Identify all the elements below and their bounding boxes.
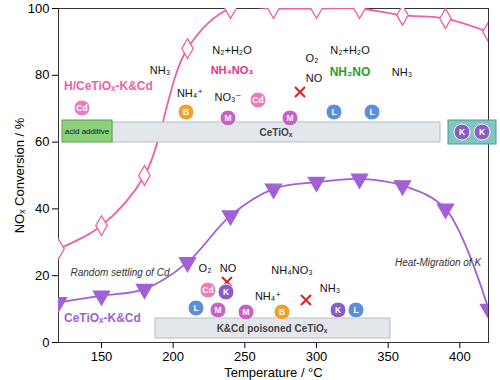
svg-text:K: K — [479, 127, 486, 137]
svg-text:acid additive: acid additive — [65, 127, 110, 136]
svg-text:Cd: Cd — [76, 103, 87, 113]
svg-text:NO₃⁻: NO₃⁻ — [215, 91, 242, 103]
svg-text:Temperature / °C: Temperature / °C — [224, 365, 322, 380]
svg-text:NOₓ Conversion / %: NOₓ Conversion / % — [12, 117, 27, 233]
svg-text:350: 350 — [377, 349, 399, 364]
svg-text:H/CeTiOₓ-K&Cd: H/CeTiOₓ-K&Cd — [64, 79, 153, 93]
svg-text:NH₄⁺: NH₄⁺ — [177, 87, 203, 99]
svg-text:L: L — [353, 305, 358, 315]
svg-text:NH₃: NH₃ — [392, 66, 412, 78]
svg-text:B: B — [279, 307, 285, 317]
svg-text:NO: NO — [220, 262, 237, 274]
svg-text:NH₄⁺: NH₄⁺ — [255, 290, 281, 302]
svg-text:150: 150 — [91, 349, 113, 364]
svg-text:NH₂NO: NH₂NO — [330, 65, 371, 79]
svg-text:200: 200 — [162, 349, 184, 364]
svg-text:O₂: O₂ — [306, 52, 319, 64]
svg-text:K: K — [223, 287, 230, 297]
svg-text:400: 400 — [449, 349, 471, 364]
svg-text:CeTiOₓ-K&Cd: CeTiOₓ-K&Cd — [64, 311, 141, 325]
svg-text:NH₃: NH₃ — [150, 64, 170, 76]
svg-text:M: M — [286, 113, 293, 123]
svg-text:Random settling of Cd: Random settling of Cd — [71, 267, 170, 278]
svg-text:N₂+H₂O: N₂+H₂O — [330, 44, 370, 56]
svg-text:300: 300 — [306, 349, 328, 364]
svg-text:L: L — [193, 303, 198, 313]
svg-text:250: 250 — [234, 349, 256, 364]
svg-text:K&Cd poisoned CeTiOₓ: K&Cd poisoned CeTiOₓ — [217, 323, 328, 334]
svg-text:80: 80 — [35, 67, 49, 82]
svg-text:Heat-Migration of K: Heat-Migration of K — [395, 257, 482, 268]
svg-text:M: M — [224, 113, 231, 123]
svg-text:60: 60 — [35, 134, 49, 149]
svg-text:20: 20 — [35, 268, 49, 283]
svg-text:O₂: O₂ — [199, 262, 212, 274]
svg-text:B: B — [183, 107, 189, 117]
svg-text:M: M — [214, 305, 221, 315]
svg-text:Cd: Cd — [252, 95, 263, 105]
svg-text:NH₄NO₃: NH₄NO₃ — [271, 264, 312, 276]
svg-text:K: K — [335, 305, 342, 315]
svg-text:CeTiOₓ: CeTiOₓ — [260, 127, 293, 138]
svg-text:N₂+H₂O: N₂+H₂O — [212, 44, 252, 56]
svg-text:L: L — [369, 107, 374, 117]
svg-text:NH₃: NH₃ — [320, 282, 340, 294]
svg-text:40: 40 — [35, 201, 49, 216]
svg-text:K: K — [459, 127, 466, 137]
svg-text:M: M — [242, 307, 249, 317]
svg-text:0: 0 — [42, 335, 49, 350]
svg-text:NO: NO — [306, 72, 323, 84]
svg-text:NH₄NO₃: NH₄NO₃ — [211, 64, 254, 76]
svg-text:L: L — [331, 107, 336, 117]
svg-text:100: 100 — [28, 1, 50, 16]
svg-text:Cd: Cd — [202, 285, 213, 295]
